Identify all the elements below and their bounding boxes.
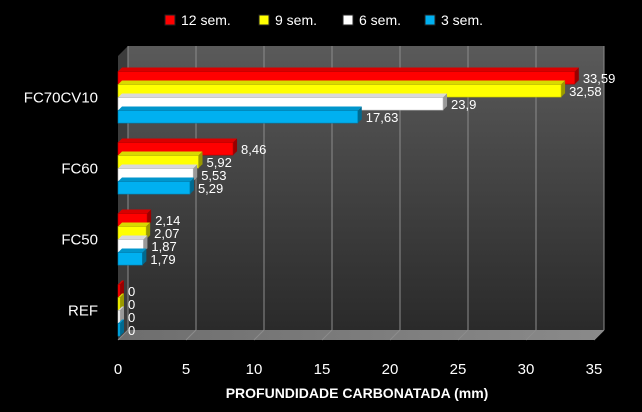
bar [117,252,143,266]
bar [117,284,121,298]
bar-side [198,151,203,169]
bar-side [120,293,124,311]
x-tick-label: 30 [518,361,535,378]
data-label: 0 [128,323,135,338]
x-tick-label: 15 [314,361,331,378]
bar-side [143,235,148,253]
bar [117,110,359,124]
x-tick-label: 5 [182,361,190,378]
data-label: 5,29 [198,181,223,196]
bar-top [118,293,124,298]
bar-side [120,319,124,337]
x-tick-label: 20 [382,361,399,378]
x-tick-label: 25 [450,361,467,378]
bar-top [118,222,151,227]
data-label: 2,14 [155,213,180,228]
bar-side [561,80,566,98]
bar-top [118,209,152,214]
legend-label: 3 sem. [441,12,483,28]
data-label: 1,79 [150,252,175,267]
bar-top [118,80,566,85]
category-labels: FC70CV10 FC60 FC50 REF [24,90,98,320]
data-label: 23,9 [451,97,476,112]
x-tick-label: 10 [246,361,263,378]
bar-side [357,106,362,124]
gridline-floor [389,329,401,341]
bar-side [233,138,238,156]
bar [117,297,121,311]
gridline-floor [525,329,537,341]
x-tick-label: 0 [114,361,122,378]
bar-side [147,209,152,227]
legend-label: 6 sem. [359,12,401,28]
bar-top [118,151,203,156]
bar-top [118,248,147,253]
data-label: 33,59 [583,71,616,86]
bar-top [118,138,238,143]
data-label: 0 [128,310,135,325]
legend-label: 12 sem. [181,12,231,28]
bar-side [193,164,198,182]
legend-swatch [164,14,176,26]
bar-top [118,67,579,72]
bar [117,323,121,337]
data-label: 17,63 [366,110,399,125]
x-tick-label: 35 [586,361,603,378]
x-tick-labels: 0 5 10 15 20 25 30 35 [114,361,603,378]
bar-side [120,280,124,298]
data-label: 0 [128,297,135,312]
gridline-floor [185,329,197,341]
legend-label: 9 sem. [275,12,317,28]
gridline-floor [593,329,605,341]
legend-swatch [258,14,270,26]
gridline-floor [457,329,469,341]
bars [117,67,579,337]
bar-top [118,306,124,311]
data-label: 5,53 [201,168,226,183]
bar-side [142,248,147,266]
bar-top [118,319,124,324]
data-label: 0 [128,284,135,299]
legend: 12 sem. 9 sem. 6 sem. 3 sem. [164,12,483,28]
legend-swatch [342,14,354,26]
category-label: FC70CV10 [24,90,98,107]
bar-top [118,280,124,285]
bar-side [189,177,194,195]
data-label: 32,58 [569,84,602,99]
data-label: 2,07 [154,226,179,241]
legend-swatch [424,14,436,26]
category-label: FC60 [61,161,98,178]
bar-top [118,177,194,182]
x-axis-label: PROFUNDIDADE CARBONATADA (mm) [226,385,489,401]
bar [117,181,191,195]
gridline-floor [253,329,265,341]
bar-top [118,164,198,169]
bar-side [443,93,448,111]
bar-top [118,235,148,240]
data-label: 8,46 [241,142,266,157]
category-label: REF [68,303,98,320]
bar-side [574,67,579,85]
bar-side [120,306,124,324]
bar-side [146,222,151,240]
plot-floor [118,330,604,340]
data-label: 1,87 [151,239,176,254]
bar-top [118,106,362,111]
data-label: 5,92 [207,155,232,170]
bar-top [118,93,448,98]
gridline-floor [321,329,333,341]
category-label: FC50 [61,232,98,249]
bar [117,310,121,324]
gridline-floor [117,329,129,341]
